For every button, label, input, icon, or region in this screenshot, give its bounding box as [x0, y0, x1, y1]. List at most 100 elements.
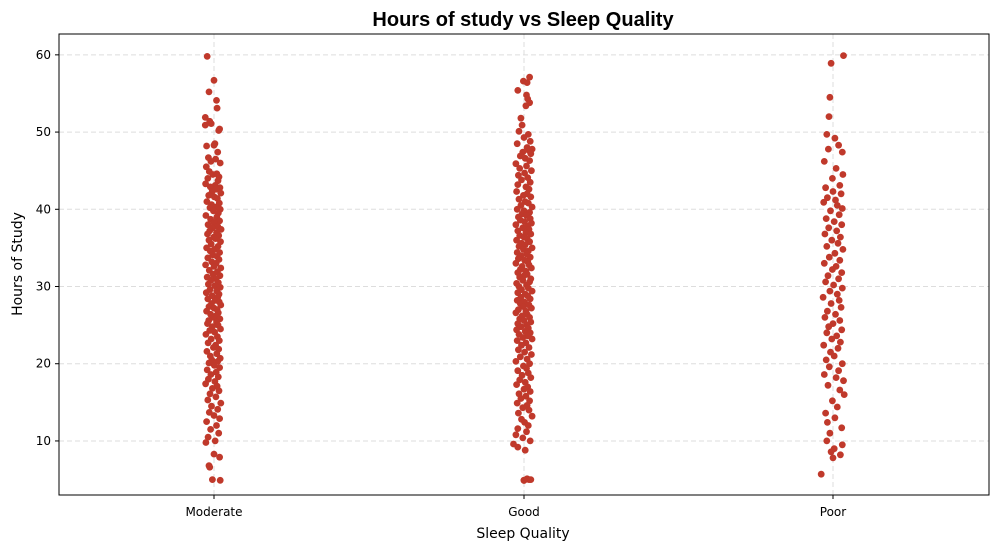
data-point-moderate [216, 159, 224, 167]
data-point-good [526, 178, 534, 186]
data-point-good [524, 422, 532, 429]
data-point-good [513, 236, 520, 244]
data-point-poor [832, 165, 840, 172]
data-point-poor [840, 391, 848, 398]
data-point-poor [835, 211, 843, 219]
data-point-poor [829, 175, 836, 182]
data-point-moderate [204, 175, 212, 182]
y-tick-label-20: 20 [36, 357, 51, 371]
data-point-poor [832, 196, 839, 204]
data-point-good [519, 434, 527, 442]
chart-title: Hours of study vs Sleep Quality [372, 9, 674, 31]
data-point-moderate [210, 361, 218, 369]
data-point-moderate [207, 120, 215, 127]
data-point-good [520, 385, 528, 393]
data-point-moderate [213, 97, 220, 104]
data-point-moderate [205, 280, 212, 288]
data-point-good [527, 150, 535, 158]
data-point-poor [831, 414, 839, 422]
data-point-poor [821, 230, 829, 238]
data-point-moderate [215, 337, 223, 344]
data-point-moderate [204, 339, 212, 347]
data-point-poor [820, 341, 828, 349]
data-point-good [520, 134, 528, 141]
data-point-good [527, 374, 535, 381]
data-point-moderate [209, 476, 216, 483]
data-point-good [528, 412, 536, 420]
data-point-good [513, 337, 521, 344]
data-point-poor [825, 323, 833, 331]
data-point-poor [825, 363, 833, 371]
data-point-good [527, 193, 535, 201]
data-point-poor [835, 275, 842, 283]
data-point-poor [840, 377, 847, 385]
data-point-poor [820, 259, 828, 267]
data-point-good [512, 221, 520, 229]
data-point-good [525, 406, 533, 414]
data-point-moderate [212, 235, 220, 243]
data-point-good [528, 264, 535, 272]
data-point-poor [837, 304, 845, 311]
data-point-good [523, 79, 531, 86]
data-point-good [516, 165, 524, 172]
data-point-good [518, 176, 525, 184]
data-point-good [515, 346, 522, 354]
data-point-good [514, 87, 522, 94]
axes: 10 20 30 40 50 60 Moderate Good Poor [36, 48, 847, 519]
data-point-moderate [202, 439, 210, 446]
data-point-moderate [206, 390, 214, 398]
data-point-moderate [207, 426, 215, 433]
data-point-poor [836, 317, 844, 324]
data-point-poor [833, 403, 841, 411]
data-point-good [514, 443, 522, 451]
data-point-moderate [203, 142, 211, 150]
data-point-moderate [210, 263, 218, 270]
data-point-poor [837, 338, 844, 346]
data-point-moderate [204, 396, 212, 404]
data-point-moderate [216, 453, 224, 461]
data-point-good [512, 160, 520, 168]
data-point-good [513, 205, 521, 213]
data-point-good [517, 395, 525, 402]
data-point-moderate [210, 344, 217, 351]
data-point-poor [838, 221, 846, 229]
data-point-poor [827, 59, 835, 67]
data-point-poor [838, 269, 846, 276]
data-point-moderate [207, 158, 215, 165]
data-point-moderate [213, 422, 220, 429]
data-point-poor [823, 329, 831, 337]
data-point-poor [838, 326, 846, 334]
data-point-poor [827, 300, 835, 307]
data-point-poor [833, 202, 841, 209]
plot-frame [58, 33, 990, 496]
data-point-poor [836, 386, 844, 394]
data-point-good [519, 276, 527, 284]
data-point-moderate [211, 437, 219, 445]
data-point-moderate [210, 76, 218, 84]
data-point-moderate [215, 387, 223, 395]
data-point-poor [828, 335, 836, 343]
data-point-poor [838, 205, 846, 212]
data-point-good [526, 437, 534, 445]
data-point-moderate [210, 412, 218, 419]
data-point-poor [824, 307, 831, 315]
data-point-poor [826, 287, 834, 295]
data-point-moderate [205, 359, 213, 367]
data-point-good [512, 431, 520, 439]
data-point-poor [823, 437, 831, 445]
data-point-moderate [204, 230, 211, 238]
data-point-moderate [210, 450, 218, 458]
data-point-poor [822, 356, 830, 364]
data-point-poor [838, 360, 846, 368]
data-point-poor [826, 429, 834, 437]
data-point-poor [827, 207, 834, 215]
y-tick-label-10: 10 [36, 434, 51, 448]
data-point-good [513, 399, 521, 407]
data-point-poor [838, 441, 846, 449]
data-point-moderate [216, 476, 224, 484]
x-tick-label-good: Good [508, 505, 540, 519]
data-point-poor [825, 224, 833, 232]
data-point-good [515, 127, 523, 135]
data-point-good [512, 259, 520, 267]
data-point-good [526, 295, 534, 303]
